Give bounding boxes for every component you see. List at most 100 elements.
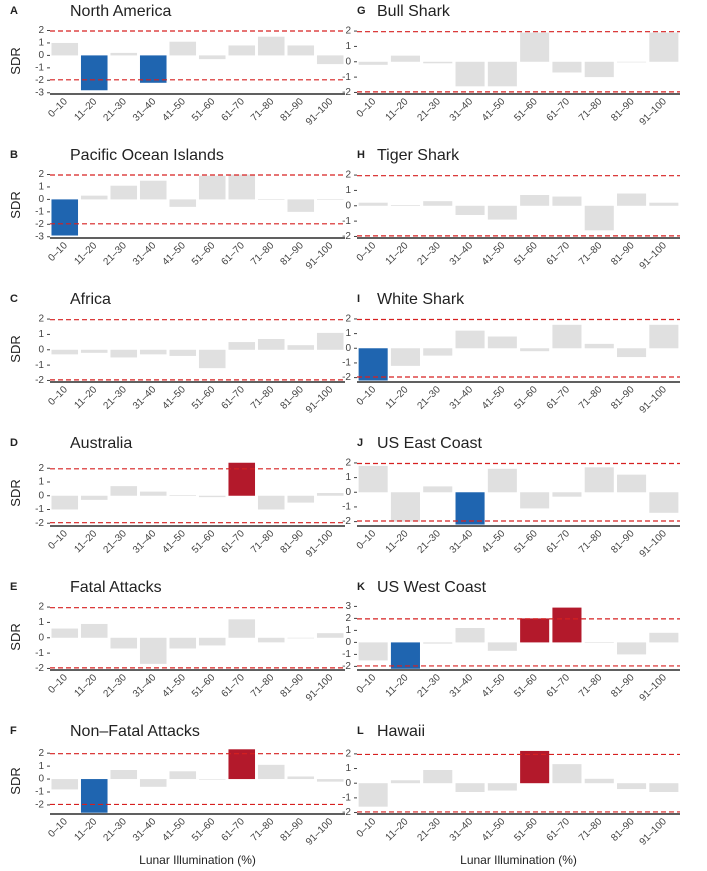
y-tick-label: -1 <box>342 502 351 513</box>
bar <box>139 180 167 200</box>
bar <box>584 778 614 784</box>
bar <box>584 642 614 643</box>
x-tick-label: 11–20 <box>72 384 99 411</box>
bar <box>358 642 388 661</box>
x-axis-label: Lunar Illumination (%) <box>139 853 256 867</box>
x-tick-label: 41–50 <box>160 528 188 556</box>
x-tick-label: 31–40 <box>131 672 159 700</box>
bar <box>617 474 647 493</box>
bar <box>358 202 388 206</box>
x-tick-label: 11–20 <box>72 528 99 555</box>
panel-letter: J <box>357 437 363 449</box>
bar <box>423 348 453 356</box>
bar <box>455 205 485 215</box>
x-tick-label: 81–90 <box>278 384 306 412</box>
bar <box>358 465 388 493</box>
bar <box>198 779 226 780</box>
y-tick-label: -1 <box>35 787 44 798</box>
bar <box>139 491 167 496</box>
bar <box>169 495 197 496</box>
bar <box>139 779 167 787</box>
panel-title: Non–Fatal Attacks <box>70 723 200 740</box>
bar <box>552 61 582 73</box>
x-tick-label: 91–100 <box>638 528 670 560</box>
x-tick-label: 91–100 <box>304 672 336 704</box>
bar <box>649 632 679 643</box>
y-tick-label: 2 <box>345 26 351 37</box>
y-tick-label: -1 <box>35 360 44 371</box>
y-tick-label: 2 <box>38 748 44 759</box>
y-tick-label: 0 <box>38 50 44 61</box>
x-tick-label: 21–30 <box>101 240 129 268</box>
y-tick-label: 0 <box>345 778 351 789</box>
bar <box>169 349 197 356</box>
y-tick-label: 1 <box>38 477 44 488</box>
x-tick-label: 11–20 <box>72 816 99 843</box>
y-tick-label: -1 <box>35 648 44 659</box>
bar <box>228 342 256 350</box>
bar <box>455 783 485 792</box>
x-tick-label: 31–40 <box>131 384 159 412</box>
bar <box>358 783 388 807</box>
y-axis-label: SDR <box>8 335 23 362</box>
x-tick-label: 31–40 <box>131 96 159 124</box>
x-tick-label: 91–100 <box>638 240 670 272</box>
panel-title: Pacific Ocean Islands <box>70 147 224 164</box>
bar <box>287 776 315 780</box>
y-tick-label: 2 <box>38 314 44 325</box>
y-tick-label: -1 <box>35 62 44 73</box>
x-tick-label: 71–80 <box>577 96 605 124</box>
x-tick-label: 71–80 <box>577 384 605 412</box>
x-tick-label: 31–40 <box>448 816 476 844</box>
bar <box>198 637 226 646</box>
x-tick-label: 41–50 <box>480 816 508 844</box>
y-tick-label: 2 <box>345 458 351 469</box>
x-tick-label: 31–40 <box>448 672 476 700</box>
x-tick-label: 71–80 <box>249 96 277 124</box>
bar <box>455 61 485 87</box>
x-tick-label: 31–40 <box>448 384 476 412</box>
bar <box>358 348 388 381</box>
bar <box>198 175 226 200</box>
x-tick-label: 71–80 <box>249 672 277 700</box>
bar <box>520 492 550 509</box>
y-tick-label: 0 <box>38 344 44 355</box>
y-axis-label: SDR <box>8 191 23 218</box>
x-tick-label: 41–50 <box>160 240 188 268</box>
bar <box>169 41 197 56</box>
bar <box>110 486 138 496</box>
x-tick-label: 21–30 <box>101 96 129 124</box>
y-tick-label: -2 <box>35 375 44 386</box>
y-tick-label: -2 <box>35 663 44 674</box>
x-tick-label: 11–20 <box>384 96 411 123</box>
bar <box>110 637 138 649</box>
x-tick-label: 11–20 <box>384 384 411 411</box>
bar <box>520 195 550 206</box>
bar <box>423 486 453 493</box>
x-tick-label: 41–50 <box>160 672 188 700</box>
bar <box>169 637 197 649</box>
bar <box>169 199 197 207</box>
panel-title: Australia <box>70 435 132 452</box>
y-tick-label: 1 <box>38 329 44 340</box>
x-tick-label: 11–20 <box>384 816 411 843</box>
x-tick-label: 51–60 <box>190 528 218 556</box>
bar <box>390 780 420 784</box>
bar <box>455 628 485 643</box>
bar <box>257 764 285 780</box>
bar <box>423 770 453 784</box>
panel-title: White Shark <box>377 291 465 308</box>
y-tick-label: 2 <box>345 314 351 325</box>
y-tick-label: 2 <box>38 602 44 613</box>
x-tick-label: 0–10 <box>355 672 379 696</box>
x-tick-label: 81–90 <box>609 384 637 412</box>
bar <box>80 779 108 813</box>
bar <box>649 783 679 792</box>
y-tick-label: 1 <box>345 625 351 636</box>
x-tick-label: 11–20 <box>384 240 411 267</box>
bar <box>139 349 167 355</box>
y-tick-label: -2 <box>35 518 44 529</box>
x-tick-label: 71–80 <box>249 240 277 268</box>
panel-letter: G <box>357 5 366 17</box>
x-tick-label: 41–50 <box>160 384 188 412</box>
